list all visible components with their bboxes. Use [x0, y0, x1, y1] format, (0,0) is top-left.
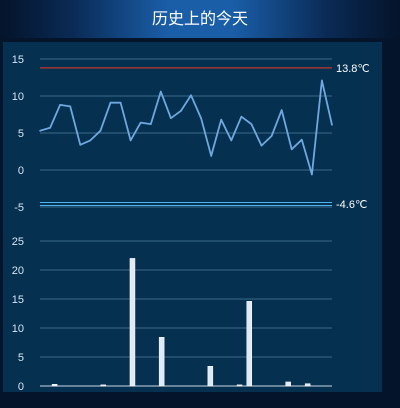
temperature-point — [260, 144, 263, 147]
precipitation-bar — [158, 337, 165, 387]
bar-y-tick-label: 20 — [12, 265, 24, 277]
temperature-point — [49, 127, 51, 129]
temperature-point — [129, 139, 132, 142]
precipitation-bar — [246, 301, 253, 387]
bar-y-tick-label: 0 — [18, 381, 24, 393]
temperature-point — [280, 109, 283, 111]
temperature-point — [139, 121, 142, 124]
temperature-point — [170, 117, 172, 119]
page-title: 历史上的今天 — [151, 9, 248, 28]
max-temp-label: 13.8℃ — [336, 63, 370, 75]
temperature-series-line — [39, 79, 333, 176]
precipitation-bar — [285, 381, 291, 387]
temperature-point — [180, 110, 182, 112]
bar-y-tick-label: 15 — [12, 294, 24, 306]
temperature-point — [210, 155, 212, 157]
temperature-point — [240, 115, 243, 118]
temperature-point — [160, 90, 162, 93]
temperature-point — [109, 101, 112, 104]
bar-y-tick-label: 25 — [12, 236, 24, 248]
temperature-point — [321, 79, 323, 82]
temperature-point — [250, 123, 253, 125]
precipitation-bar — [51, 384, 58, 387]
temperature-point — [69, 105, 72, 108]
bar-y-tick-label: 5 — [18, 352, 24, 364]
temperature-point — [79, 144, 82, 146]
temperature-point — [311, 173, 313, 176]
temperature-point — [39, 129, 41, 132]
temperature-point — [89, 139, 92, 142]
temperature-point — [59, 104, 61, 106]
precipitation-bar — [129, 258, 136, 387]
line-y-tick-label: 10 — [12, 91, 24, 103]
bar-y-tick-label: 10 — [12, 323, 24, 335]
line-y-tick-label: 5 — [18, 128, 24, 140]
temperature-point — [119, 101, 122, 104]
temperature-point — [220, 118, 223, 121]
temperature-point — [230, 139, 233, 142]
temperature-point — [200, 117, 202, 119]
header-bar — [0, 0, 400, 38]
temperature-point — [149, 123, 152, 125]
min-temp-label: -4.6℃ — [336, 199, 367, 211]
precipitation-bar — [207, 366, 214, 387]
precipitation-bar — [236, 384, 243, 387]
temperature-point — [331, 124, 333, 126]
precipitation-bar — [304, 383, 311, 387]
temperature-point — [300, 138, 303, 141]
precipitation-bar — [100, 384, 107, 387]
temperature-point — [99, 129, 102, 132]
line-y-tick-label: -5 — [14, 202, 24, 214]
line-y-tick-label: 0 — [18, 165, 24, 177]
line-y-tick-label: 15 — [12, 54, 24, 66]
temperature-point — [290, 148, 293, 151]
temperature-point — [190, 94, 192, 97]
temperature-point — [270, 135, 273, 137]
